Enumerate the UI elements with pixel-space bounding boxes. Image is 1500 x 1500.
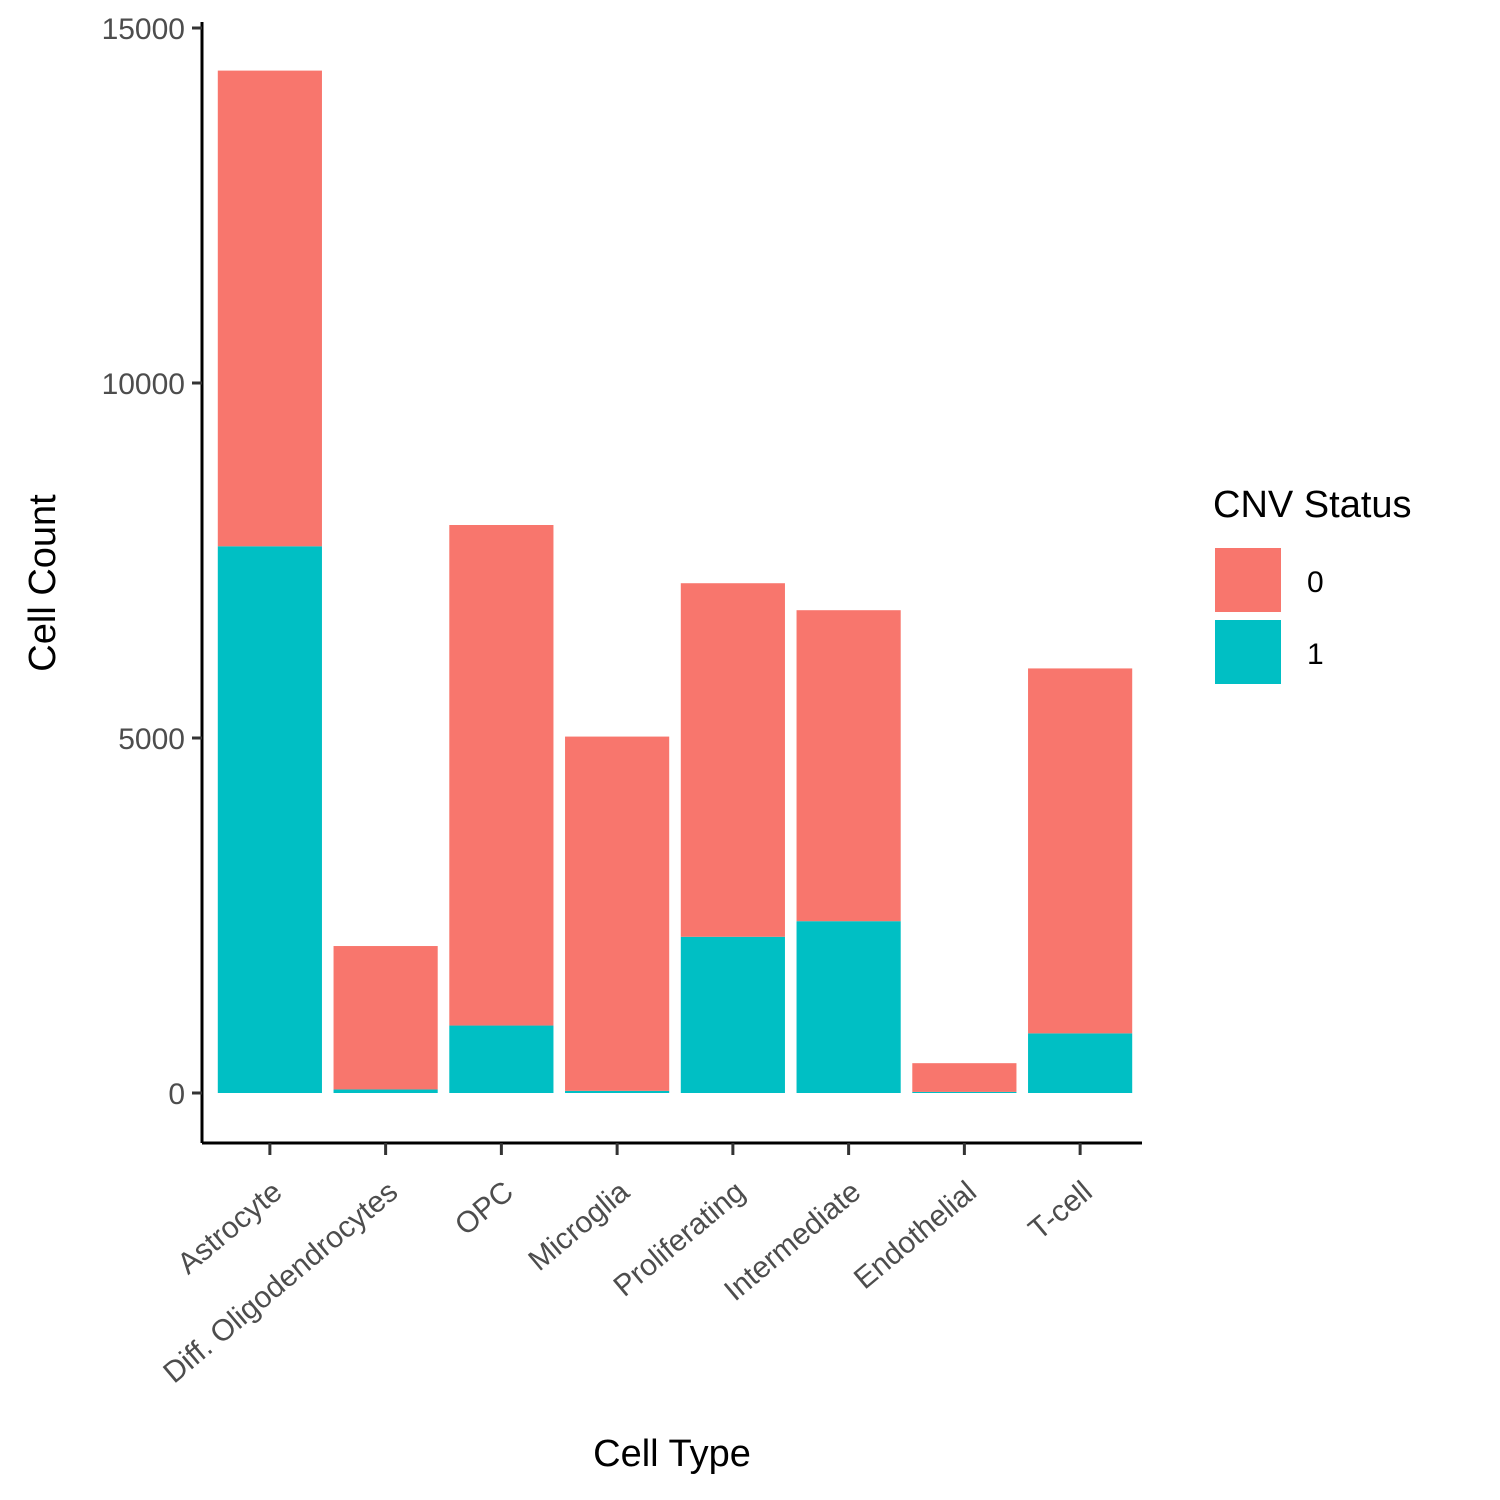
bar-diff-oligodendrocytes-cnv-0 bbox=[333, 946, 438, 1090]
y-axis-title: Cell Count bbox=[22, 494, 64, 672]
legend-label-1: 1 bbox=[1307, 638, 1324, 671]
bar-opc-cnv-1 bbox=[449, 1025, 554, 1093]
bar-intermediate-cnv-1 bbox=[796, 921, 901, 1093]
y-axis: 0 5000 10000 15000 bbox=[102, 13, 204, 1143]
legend: CNV Status 0 1 bbox=[1213, 484, 1412, 684]
x-tick-label: Endothelial bbox=[848, 1175, 983, 1296]
x-tick-label: Astrocyte bbox=[171, 1175, 288, 1281]
y-tick-label: 10000 bbox=[102, 368, 185, 401]
x-tick-label: T-cell bbox=[1022, 1175, 1098, 1246]
x-tick-label: Microglia bbox=[522, 1175, 635, 1278]
legend-label-0: 0 bbox=[1307, 566, 1324, 599]
bar-microglia-cnv-1 bbox=[565, 1090, 670, 1093]
x-tick-label: Diff. Oligodendrocytes bbox=[157, 1175, 404, 1390]
bar-proliferating-cnv-0 bbox=[680, 583, 785, 937]
y-tick-label: 15000 bbox=[102, 13, 185, 46]
bars-layer bbox=[217, 70, 1133, 1093]
bar-microglia-cnv-0 bbox=[565, 736, 670, 1091]
bar-opc-cnv-0 bbox=[449, 525, 554, 1026]
legend-title: CNV Status bbox=[1213, 484, 1412, 526]
y-tick-label: 5000 bbox=[118, 723, 185, 756]
bar-intermediate-cnv-0 bbox=[796, 610, 901, 922]
bar-t-cell-cnv-1 bbox=[1028, 1033, 1133, 1093]
x-axis-title: Cell Type bbox=[593, 1433, 751, 1475]
bar-endothelial-cnv-1 bbox=[912, 1091, 1017, 1093]
legend-key-0 bbox=[1215, 548, 1281, 612]
y-tick-label: 0 bbox=[168, 1078, 185, 1111]
x-tick-label: OPC bbox=[449, 1175, 520, 1242]
bar-diff-oligodendrocytes-cnv-1 bbox=[333, 1089, 438, 1093]
bar-astrocyte-cnv-0 bbox=[217, 70, 322, 547]
bar-proliferating-cnv-1 bbox=[680, 936, 785, 1093]
bar-astrocyte-cnv-1 bbox=[217, 546, 322, 1093]
bar-endothelial-cnv-0 bbox=[912, 1063, 1017, 1092]
legend-key-1 bbox=[1215, 620, 1281, 684]
bar-t-cell-cnv-0 bbox=[1028, 668, 1133, 1034]
